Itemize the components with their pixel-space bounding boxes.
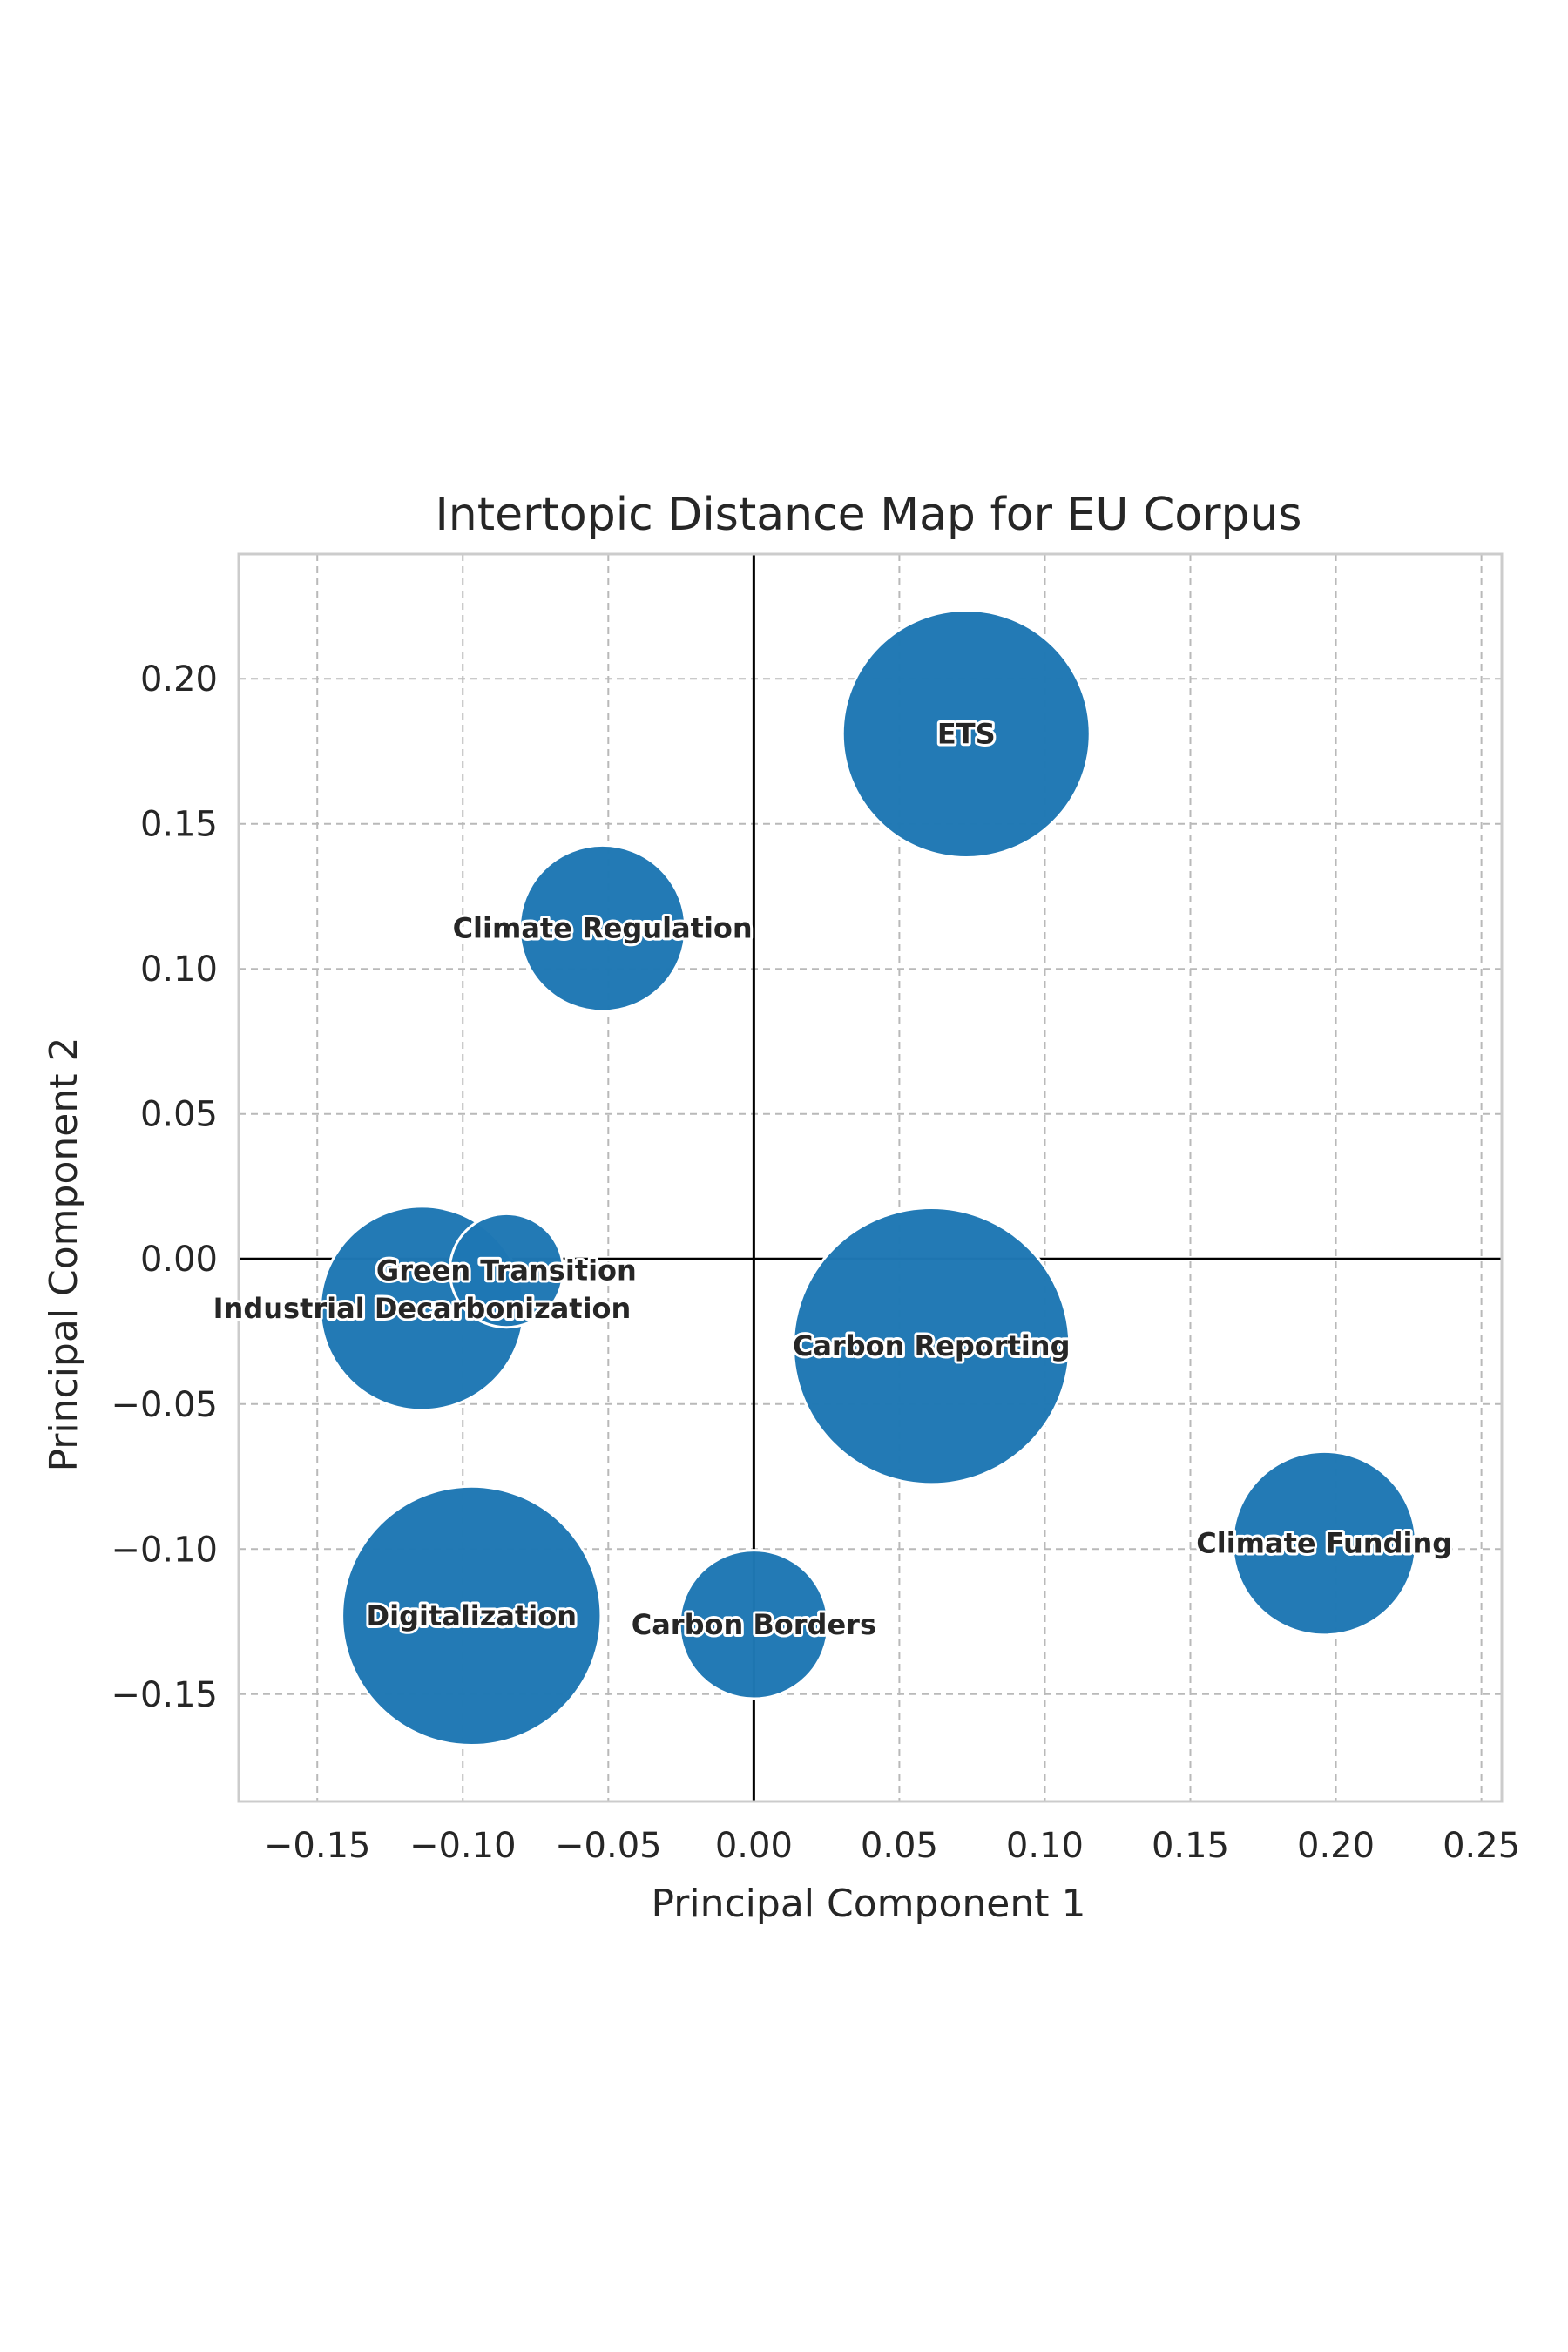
x-tick-label: 0.20	[1297, 1826, 1375, 1866]
y-tick-label: 0.05	[140, 1095, 218, 1135]
topic-label: Climate Regulation	[453, 912, 753, 945]
x-tick-label: 0.15	[1152, 1826, 1229, 1866]
topic-label: Carbon Borders	[632, 1608, 876, 1641]
y-tick-label: 0.00	[140, 1240, 218, 1280]
y-tick-label: 0.10	[140, 950, 218, 990]
topic-label: ETS	[937, 717, 996, 750]
topic-label: Carbon Reporting	[793, 1329, 1071, 1362]
bubble-labels: ETS Climate Regulation Industrial Decarbon…	[211, 714, 1455, 1643]
topic-label: Green Transition	[376, 1254, 637, 1288]
x-tick-label: 0.05	[861, 1826, 938, 1866]
y-tick-labels: −0.15 −0.10 −0.05 0.00 0.05 0.10 0.15 0.20	[111, 659, 218, 1715]
y-tick-label: −0.15	[111, 1675, 218, 1715]
bubbles	[319, 608, 1417, 1747]
topic-bubble	[517, 843, 687, 1013]
topic-bubble	[1231, 1450, 1417, 1637]
x-axis-label: Principal Component 1	[652, 1882, 1086, 1926]
y-tick-label: 0.15	[140, 805, 218, 845]
topic-bubble	[791, 1206, 1071, 1486]
x-tick-labels: −0.15 −0.10 −0.05 0.00 0.05 0.10 0.15 0.20 0.25	[264, 1826, 1520, 1866]
topic-bubble	[448, 1212, 565, 1329]
plot-frame	[237, 552, 1504, 1803]
topic-label: Digitalization	[367, 1599, 577, 1632]
chart-title: Intertopic Distance Map for EU Corpus	[435, 489, 1301, 541]
x-tick-label: 0.25	[1443, 1826, 1520, 1866]
x-tick-label: −0.10	[409, 1826, 517, 1866]
topic-bubble	[341, 1484, 603, 1747]
topic-label: Industrial Decarbonization	[213, 1292, 632, 1325]
x-tick-label: −0.05	[555, 1826, 662, 1866]
x-tick-label: −0.15	[264, 1826, 371, 1866]
x-tick-label: 0.10	[1006, 1826, 1084, 1866]
topic-label: Climate Funding	[1196, 1527, 1452, 1560]
y-tick-label: −0.05	[111, 1385, 218, 1425]
topic-bubble	[678, 1549, 830, 1700]
y-axis-label: Principal Component 2	[42, 1037, 86, 1472]
x-tick-label: 0.00	[715, 1826, 793, 1866]
y-tick-label: 0.20	[140, 659, 218, 700]
y-tick-label: −0.10	[111, 1530, 218, 1570]
topic-bubble	[841, 608, 1092, 859]
